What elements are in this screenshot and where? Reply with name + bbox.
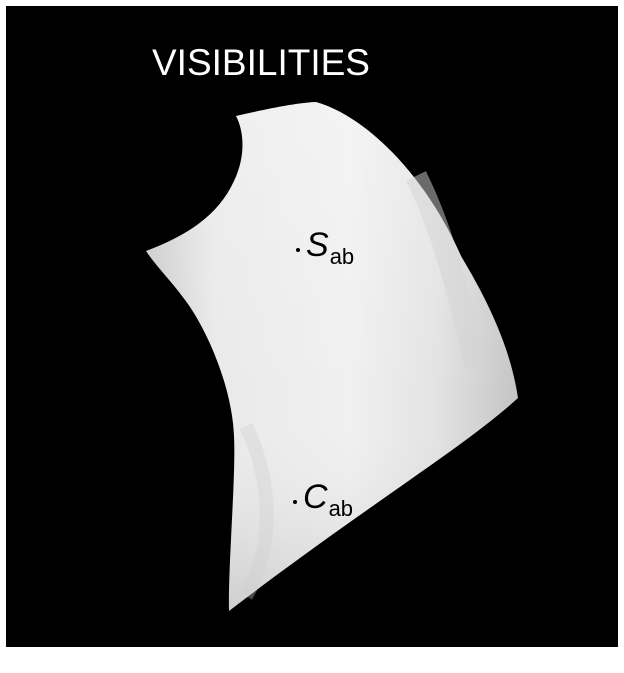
point-subscript: ab: [330, 244, 354, 269]
figure-panel: VISIBILITIES Sab Cab: [6, 6, 618, 647]
point-symbol: S: [306, 226, 329, 264]
figure-title: VISIBILITIES: [152, 44, 412, 81]
point-marker: [293, 500, 297, 504]
curved-surface: [6, 6, 618, 647]
point-label-c: Cab: [293, 480, 353, 514]
point-label-s: Sab: [296, 228, 354, 262]
point-symbol: C: [303, 478, 328, 516]
point-subscript: ab: [329, 496, 353, 521]
point-marker: [296, 248, 300, 252]
